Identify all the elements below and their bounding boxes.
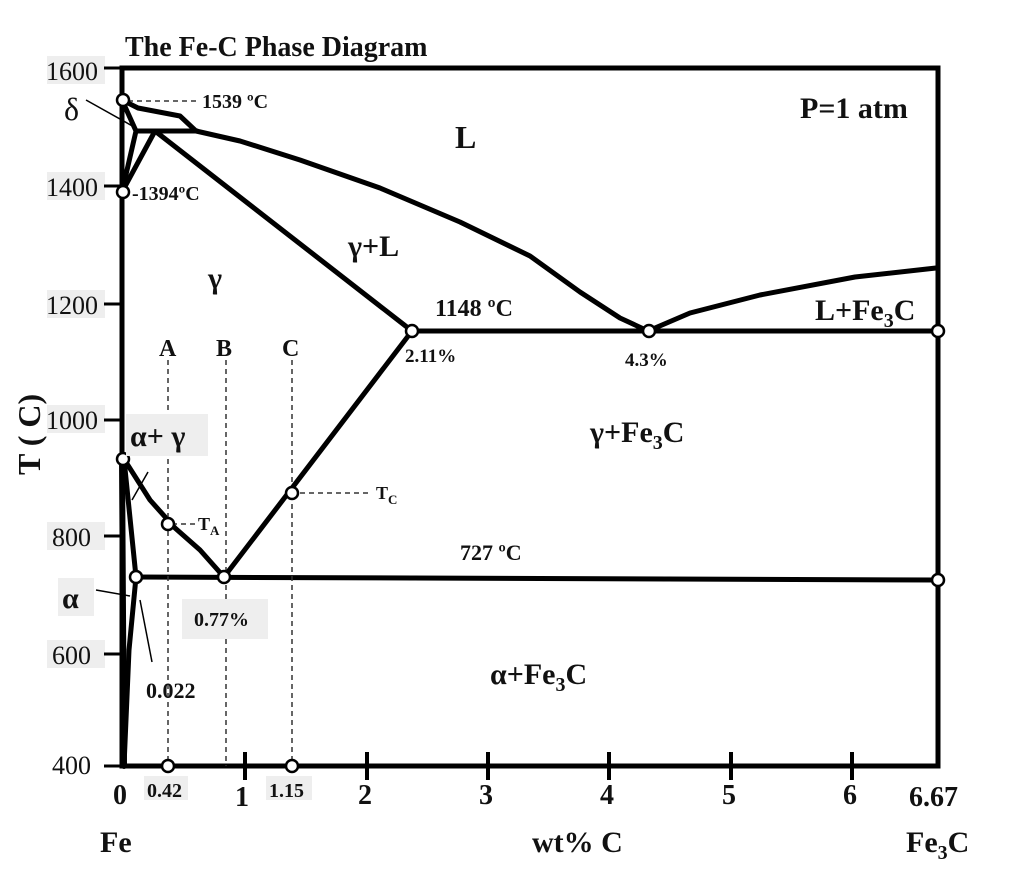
phase-label-alpha-gamma: α+ γ: [130, 420, 185, 453]
x-tick-2: 2: [358, 780, 372, 811]
alloy-a-label: A: [159, 336, 177, 362]
x-tick-6: 6: [843, 780, 857, 811]
point-eutectoid-right: [930, 572, 946, 588]
label-2-11: 2.11%: [405, 346, 456, 367]
delta-pointer: [85, 99, 137, 129]
point-211: [404, 323, 420, 339]
label-0-022: 0.022: [146, 678, 196, 703]
key-points: [115, 92, 946, 774]
point-eutectic-right: [930, 323, 946, 339]
point-43: [641, 323, 657, 339]
eutectoid-line: [133, 574, 941, 583]
phase-label-l-fe3c: L+Fe3C: [815, 294, 915, 332]
x-axis-tickmarks: [243, 752, 854, 780]
label-1394: -1394ºC: [132, 183, 200, 205]
x-axis-ticks: 0 0.42 1 1.15 2 3 4 5 6 6.67: [113, 776, 958, 813]
phase-label-alpha-fe3c: α+Fe3C: [490, 658, 587, 696]
label-4-3: 4.3%: [625, 350, 668, 371]
y-tick-600: 600: [52, 641, 91, 670]
x-tick-4: 4: [600, 780, 614, 811]
x-tick-1: 1: [235, 782, 249, 813]
plot-frame: [119, 65, 941, 769]
y-tick-1200: 1200: [46, 291, 98, 320]
phase-label-alpha: α: [62, 582, 79, 615]
point-x-042: [160, 758, 176, 774]
alpha-pointer: [95, 589, 131, 597]
x-tick-0: 0: [113, 780, 127, 811]
diagram-title: The Fe-C Phase Diagram: [125, 32, 428, 63]
alloy-b-label: B: [216, 336, 232, 362]
label-ta: TA: [198, 514, 220, 538]
point-1394: [115, 184, 131, 200]
fe-end-label: Fe: [100, 826, 132, 859]
phase-label-gamma-fe3c: γ+Fe3C: [589, 416, 684, 454]
gamma-liquidus-line: [152, 128, 415, 334]
y-tick-1400: 1400: [46, 173, 98, 202]
point-tc: [284, 485, 300, 501]
label-0-77: 0.77%: [194, 609, 249, 631]
x-tick-3: 3: [479, 780, 493, 811]
phase-label-gamma: γ: [207, 262, 222, 295]
point-1539: [115, 92, 131, 108]
a3-line: [121, 456, 227, 580]
y-axis-label: T ( C): [11, 394, 47, 475]
y-axis-ticks: 1600 1400 1200 1000 800 600 400: [46, 56, 122, 780]
x-tick-6-67: 6.67: [909, 782, 958, 813]
acm-line: [221, 328, 415, 580]
delta-boundary: [119, 97, 139, 195]
phase-label-gamma-l: γ+L: [347, 230, 399, 263]
label-1539: 1539 ºC: [202, 91, 268, 113]
x-tick-5: 5: [722, 780, 736, 811]
phase-label-liquid: L: [455, 119, 476, 155]
alpha-gamma-pointer: [131, 471, 149, 501]
y-tick-1000: 1000: [46, 406, 98, 435]
x-tick-1-15: 1.15: [269, 780, 304, 802]
point-ta: [160, 516, 176, 532]
c0022-pointer: [139, 599, 153, 663]
phase-boundaries: [119, 97, 941, 769]
point-0022: [128, 569, 144, 585]
fe3c-end-label: Fe3C: [906, 826, 969, 864]
liquidus-line: [119, 97, 939, 334]
x-tick-0-42: 0.42: [147, 780, 182, 802]
fe-axis-line: [119, 456, 127, 769]
phase-label-delta: δ: [64, 91, 79, 127]
alpha-gamma-left: [121, 456, 139, 580]
y-tick-400: 400: [52, 751, 91, 780]
label-727: 727 ºC: [460, 540, 522, 565]
y-tick-1600: 1600: [46, 57, 98, 86]
label-tc: TC: [376, 483, 397, 507]
point-x-115: [284, 758, 300, 774]
pointer-lines: [85, 99, 153, 663]
point-077: [216, 569, 232, 585]
gamma-top-boundary: [119, 128, 158, 195]
y-tick-800: 800: [52, 523, 91, 552]
pressure-label: P=1 atm: [800, 92, 908, 125]
alloy-c-label: C: [282, 336, 299, 362]
x-axis-label: wt% C: [532, 826, 623, 859]
label-1148: 1148 ºC: [435, 296, 513, 322]
